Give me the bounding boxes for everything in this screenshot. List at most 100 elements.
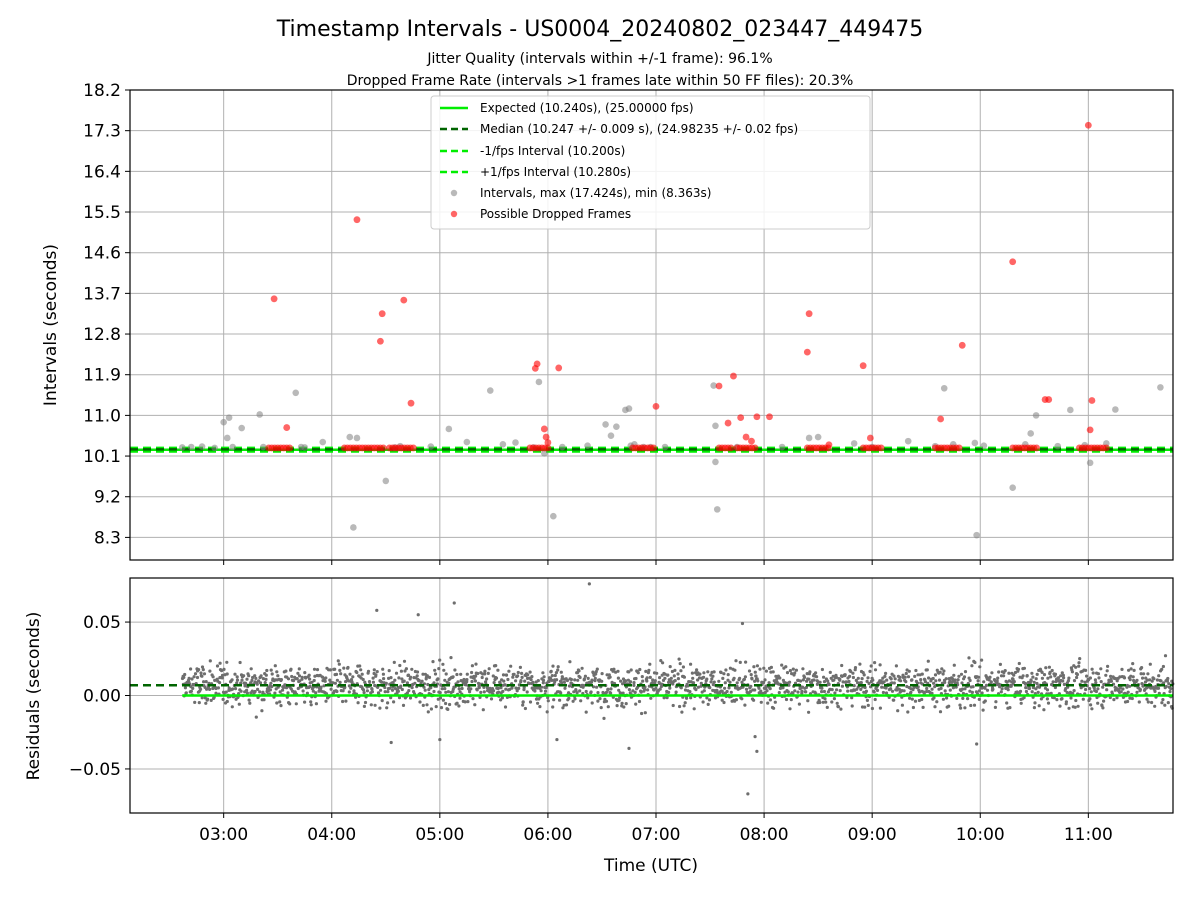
residual-point [851, 675, 856, 680]
residual-point [757, 686, 761, 690]
residual-point [780, 663, 784, 667]
legend-label-minus-fps: -1/fps Interval (10.200s) [480, 144, 625, 158]
residual-point [640, 675, 644, 679]
residual-point [322, 684, 326, 688]
top-y-ticks: 8.3 9.2 10.1 11.0 11.9 12.8 13.7 14.6 15.5 16.4 17… [83, 81, 130, 548]
residual-point [990, 671, 994, 675]
residual-point [309, 700, 313, 704]
residual-point [385, 706, 389, 710]
residual-point [696, 685, 701, 689]
residual-point [978, 665, 982, 669]
residual-point [734, 698, 739, 702]
residual-point [458, 690, 462, 694]
residual-point [451, 675, 455, 679]
top-plot-frame [129, 89, 1174, 561]
residual-point [1129, 674, 1133, 678]
bottom-y-tick-label: 0.05 [83, 613, 121, 633]
residual-point [943, 680, 947, 685]
residual-point [518, 665, 523, 670]
residual-point [554, 671, 559, 675]
residual-point [960, 681, 964, 685]
residual-point [742, 677, 747, 681]
dropped-cluster-point [409, 444, 417, 452]
residual-point [471, 697, 475, 701]
residual-point [841, 680, 845, 684]
residual-point [834, 675, 839, 679]
residual-point [620, 701, 624, 705]
residual-point [720, 698, 724, 702]
residual-point [512, 672, 516, 676]
residual-point [335, 689, 339, 694]
residual-point [370, 687, 374, 691]
chart-subtitle-dropped: Dropped Frame Rate (intervals >1 frames … [347, 73, 854, 89]
residual-point [187, 676, 191, 681]
residual-point [989, 680, 993, 684]
residual-point [392, 660, 396, 665]
residual-point [873, 668, 878, 672]
residual-point [442, 668, 446, 672]
residual-point [671, 682, 675, 686]
residual-point [230, 705, 234, 709]
interval-point [607, 432, 615, 440]
dropped-cluster-point [1102, 444, 1110, 452]
residual-point [523, 679, 527, 683]
residual-point [479, 690, 483, 695]
dropped-frame-point [803, 348, 811, 356]
interval-point [225, 414, 233, 421]
residual-point [182, 675, 186, 680]
residual-point [927, 676, 931, 680]
residual-point [534, 697, 539, 701]
residual-point [254, 715, 258, 719]
residual-point [1032, 680, 1036, 684]
residual-point [470, 670, 474, 675]
residual-point [624, 702, 628, 706]
residual-point [504, 673, 509, 677]
residual-point [370, 690, 374, 694]
residual-point [378, 706, 382, 710]
residual-point [1135, 690, 1139, 695]
residual-point [885, 678, 889, 682]
residual-point [649, 696, 653, 700]
residual-point [387, 669, 391, 673]
residual-point [521, 703, 525, 707]
residual-point [633, 690, 637, 695]
residual-point [1040, 670, 1044, 675]
residual-point [784, 697, 789, 702]
residual-point [258, 681, 263, 685]
residual-point [1071, 691, 1075, 695]
x-axis-label: Time (UTC) [603, 856, 698, 876]
residual-point [265, 668, 269, 673]
residual-point [723, 686, 727, 690]
residual-point [940, 667, 944, 671]
top-y-tick-label: 11.0 [83, 406, 121, 426]
residual-point [987, 678, 991, 682]
residual-point [1007, 671, 1011, 675]
residual-point [985, 688, 990, 692]
residual-point [1094, 681, 1098, 685]
residual-point [860, 677, 864, 681]
residual-point [1153, 704, 1157, 708]
residual-point [590, 701, 594, 705]
residual-point [1027, 686, 1032, 691]
residual-point [663, 672, 667, 676]
legend-box [430, 95, 871, 230]
residual-point [1105, 688, 1109, 692]
residual-point [1089, 703, 1093, 707]
residual-point [433, 668, 437, 672]
residual-outlier-point [975, 742, 979, 746]
residual-point [225, 699, 229, 704]
residual-point [434, 705, 438, 709]
top-y-tick-label: 9.2 [94, 488, 121, 508]
residual-point [375, 670, 379, 674]
residual-point [849, 669, 853, 674]
residual-point [405, 691, 409, 695]
residual-point [347, 690, 351, 694]
residual-point [1131, 662, 1135, 666]
residual-point [608, 675, 612, 679]
residual-point [220, 669, 224, 673]
residual-point [733, 668, 737, 672]
residual-point [682, 675, 687, 679]
residual-point [1036, 690, 1040, 695]
residual-outlier-point [746, 792, 750, 796]
residual-point [673, 668, 677, 673]
